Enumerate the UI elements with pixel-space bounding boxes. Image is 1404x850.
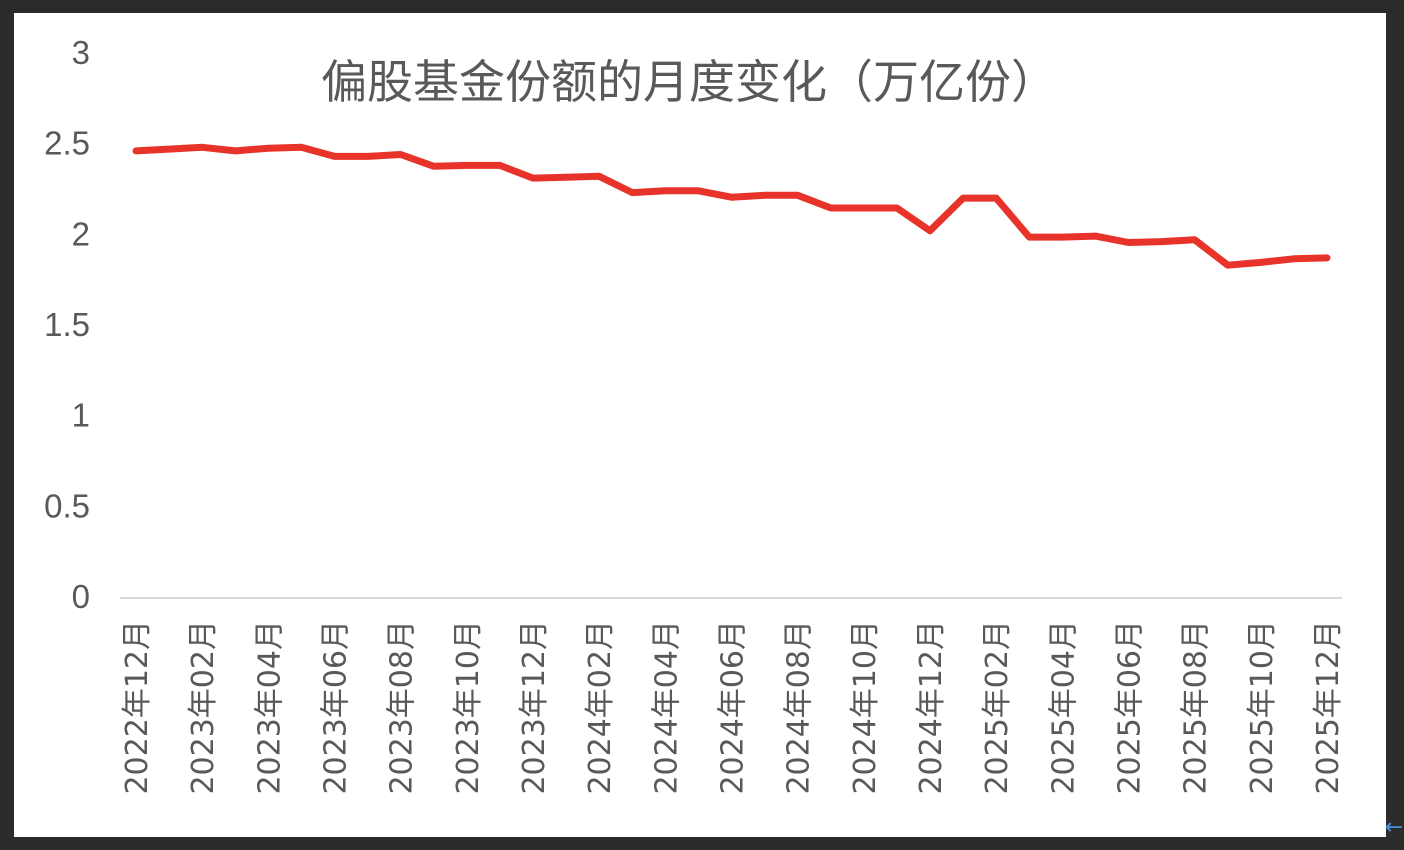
chart-title: 偏股基金份额的月度变化（万亿份） [321, 55, 1057, 109]
x-tick-label: 2024年04月 [649, 620, 684, 795]
x-tick-label: 2023年04月 [252, 620, 287, 795]
x-tick-label: 2023年08月 [385, 620, 420, 795]
y-tick-label: 0 [72, 578, 90, 615]
x-tick-label: 2024年08月 [782, 620, 817, 795]
y-tick-label: 2.5 [44, 125, 90, 162]
x-tick-label: 2025年12月 [1311, 620, 1346, 795]
y-tick-label: 1 [72, 397, 90, 434]
y-tick-label: 3 [72, 34, 90, 71]
y-tick-label: 1.5 [44, 306, 90, 343]
x-tick-label: 2024年10月 [848, 620, 883, 795]
x-tick-label: 2025年08月 [1179, 620, 1214, 795]
x-axis: 2022年12月 2023年02月 2023年04月 2023年06月 2023年08月… [120, 620, 1346, 795]
y-axis: 0 0.5 1 1.5 2 2.5 3 [44, 34, 90, 615]
back-arrow-icon[interactable]: ← [1384, 815, 1404, 840]
x-tick-label: 2025年06月 [1113, 620, 1148, 795]
y-tick-label: 0.5 [44, 487, 90, 524]
x-tick-label: 2023年12月 [517, 620, 552, 795]
x-tick-label: 2022年12月 [120, 620, 155, 795]
x-tick-label: 2023年02月 [186, 620, 221, 795]
series-group [132, 143, 1331, 269]
y-tick-label: 2 [72, 215, 90, 252]
x-tick-label: 2023年06月 [319, 620, 354, 795]
x-tick-label: 2024年02月 [583, 620, 618, 795]
x-tick-label: 2024年06月 [716, 620, 751, 795]
series-line [132, 143, 1331, 269]
x-tick-label: 2025年04月 [1046, 620, 1081, 795]
x-tick-label: 2025年10月 [1245, 620, 1280, 795]
x-tick-label: 2025年02月 [980, 620, 1015, 795]
x-tick-label: 2023年10月 [451, 620, 486, 795]
x-tick-label: 2024年12月 [914, 620, 949, 795]
